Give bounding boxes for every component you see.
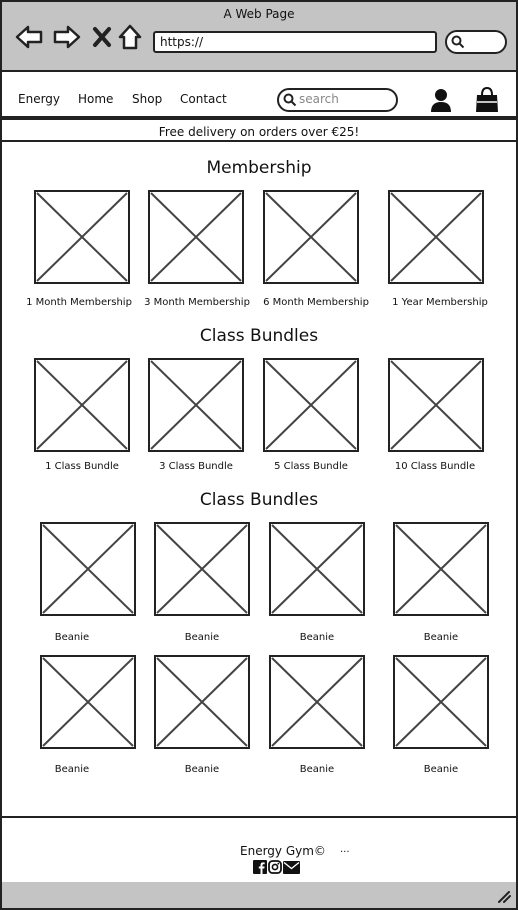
section-title-class-bundles: Class Bundles [199, 326, 319, 346]
window-title: A Web Page [223, 7, 295, 21]
resize-handle-icon[interactable] [497, 891, 511, 903]
membership-caption-1[interactable]: 1 Month Membership [26, 297, 132, 308]
merch-image-1[interactable] [40, 522, 136, 616]
merch-image-4[interactable] [393, 522, 489, 616]
merch-caption-1[interactable]: Beanie [54, 632, 90, 643]
forward-icon[interactable] [52, 22, 82, 52]
membership-image-3[interactable] [263, 190, 359, 284]
merch-caption-3[interactable]: Beanie [299, 632, 335, 643]
user-account-icon[interactable] [430, 87, 452, 113]
merch-caption-2[interactable]: Beanie [184, 632, 220, 643]
merch-image-7[interactable] [269, 655, 365, 749]
membership-caption-2[interactable]: 3 Month Membership [144, 297, 250, 308]
bundle-image-3[interactable] [263, 358, 359, 452]
status-bar [2, 882, 516, 908]
merch-caption-5[interactable]: Beanie [54, 764, 90, 775]
section-title-membership: Membership [206, 158, 312, 178]
nav-home[interactable]: Home [78, 92, 114, 106]
bundle-caption-4[interactable]: 10 Class Bundle [394, 461, 476, 472]
search-icon [283, 93, 297, 107]
brand-link[interactable]: Energy [18, 92, 61, 106]
merch-image-5[interactable] [40, 655, 136, 749]
bundle-image-2[interactable] [148, 358, 244, 452]
membership-image-4[interactable] [388, 190, 484, 284]
footer-copyright: Energy Gym© [240, 844, 326, 858]
merch-image-6[interactable] [154, 655, 250, 749]
bundle-caption-3[interactable]: 5 Class Bundle [274, 461, 348, 472]
back-icon[interactable] [14, 22, 44, 52]
bundle-image-1[interactable] [34, 358, 130, 452]
membership-image-2[interactable] [148, 190, 244, 284]
merch-caption-4[interactable]: Beanie [423, 632, 459, 643]
merch-caption-8[interactable]: Beanie [423, 764, 459, 775]
instagram-icon[interactable] [268, 860, 282, 874]
email-icon[interactable] [283, 861, 300, 874]
merch-caption-6[interactable]: Beanie [184, 764, 220, 775]
site-header [2, 72, 516, 118]
nav-shop[interactable]: Shop [132, 92, 163, 106]
bundle-caption-2[interactable]: 3 Class Bundle [159, 461, 233, 472]
free-delivery-banner: Free delivery on orders over €25! [2, 118, 516, 142]
facebook-icon[interactable] [253, 860, 267, 874]
home-icon[interactable] [116, 22, 146, 52]
merch-caption-7[interactable]: Beanie [299, 764, 335, 775]
browser-search-box[interactable] [445, 30, 507, 54]
site-search-input[interactable]: search [277, 88, 398, 112]
merch-image-2[interactable] [154, 522, 250, 616]
footer-ellipsis: ... [340, 844, 350, 855]
close-icon[interactable] [88, 22, 118, 52]
membership-caption-4[interactable]: 1 Year Membership [392, 297, 488, 308]
bundle-caption-1[interactable]: 1 Class Bundle [45, 461, 119, 472]
membership-caption-3[interactable]: 6 Month Membership [263, 297, 369, 308]
url-bar[interactable]: https:// [153, 31, 437, 53]
shopping-bag-icon[interactable] [474, 86, 500, 114]
search-icon [451, 35, 465, 49]
membership-image-1[interactable] [34, 190, 130, 284]
section-title-merch: Class Bundles [199, 490, 319, 510]
search-placeholder: search [299, 92, 339, 106]
merch-image-3[interactable] [269, 522, 365, 616]
merch-image-8[interactable] [393, 655, 489, 749]
bundle-image-4[interactable] [388, 358, 484, 452]
nav-contact[interactable]: Contact [180, 92, 227, 106]
